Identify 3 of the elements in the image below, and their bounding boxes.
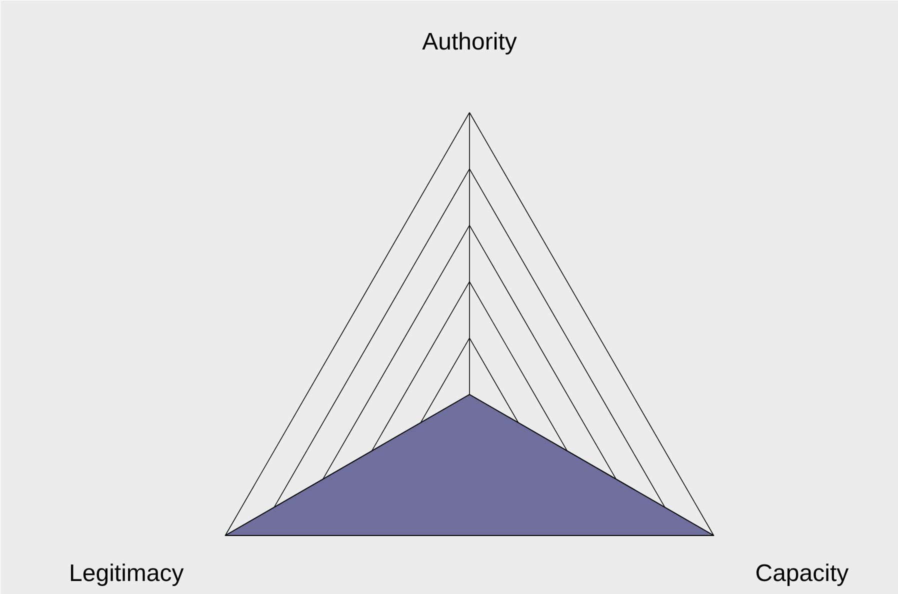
spoke-label: Legitimacy — [69, 560, 184, 588]
spoke-label: Authority — [422, 28, 517, 56]
spoke-label: Capacity — [755, 560, 849, 588]
